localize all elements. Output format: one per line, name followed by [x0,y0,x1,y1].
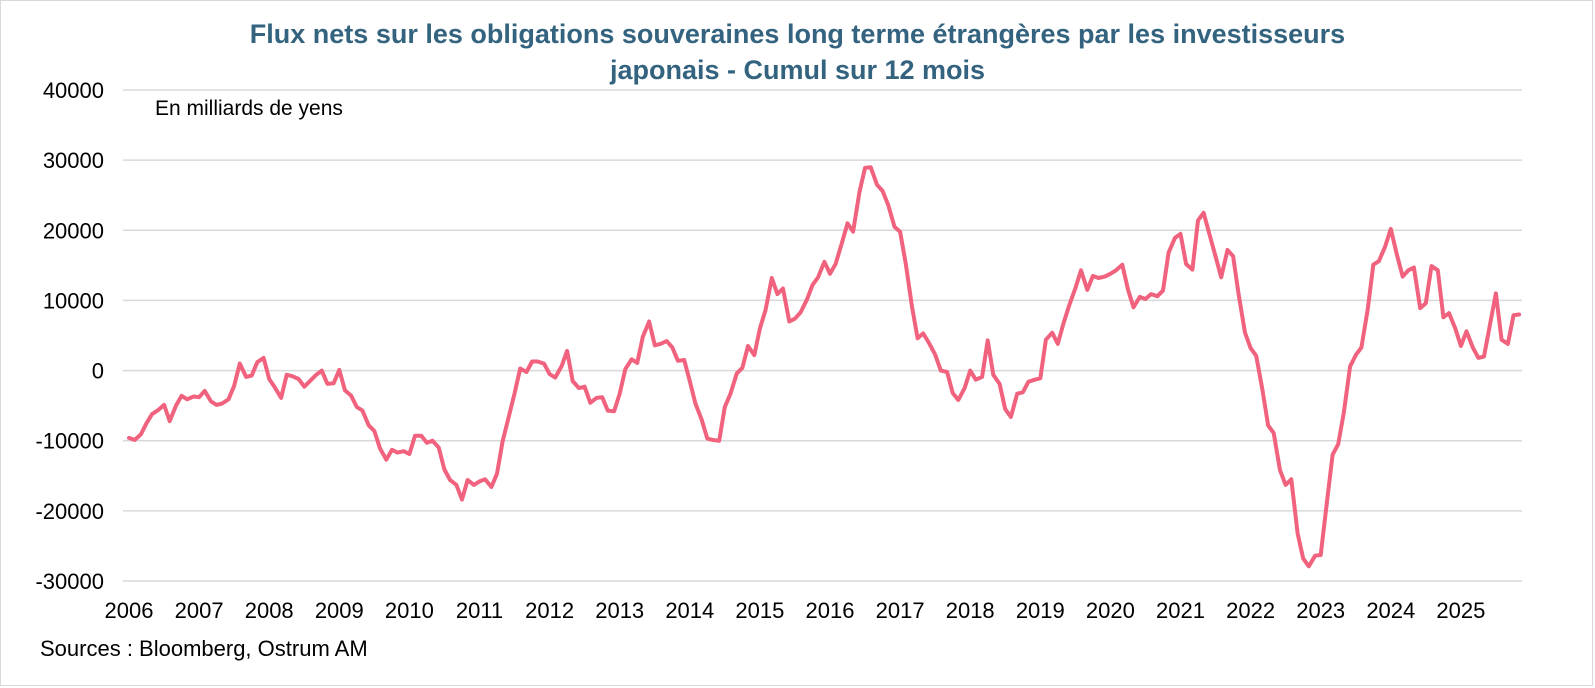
series-layer [127,165,1522,569]
x-tick-label: 2007 [175,598,224,623]
x-tick-label: 2008 [245,598,294,623]
y-tick-label: -10000 [35,429,104,454]
y-tick-label: -30000 [35,569,104,594]
x-tick-label: 2018 [946,598,995,623]
unit-label: En milliards de yens [155,97,343,120]
x-tick-label: 2019 [1016,598,1065,623]
y-tick-label: 20000 [43,218,104,243]
x-axis-ticks: 2006 2007 2008 2009 2010 2011 2012 2013 2014 2015… [105,598,1486,623]
x-tick-label: 2015 [735,598,784,623]
y-tick-label: -20000 [35,499,104,524]
sources-note: Sources : Bloomberg, Ostrum AM [40,636,368,661]
x-tick-label: 2016 [806,598,855,623]
series-line-0 [127,165,1522,569]
x-tick-label: 2025 [1436,598,1485,623]
x-tick-label: 2009 [315,598,364,623]
grid-lines [123,89,1522,582]
x-tick-label: 2006 [105,598,154,623]
x-tick-label: 2012 [525,598,574,623]
chart-title: Flux nets sur les obligations souveraine… [0,16,1595,88]
x-tick-label: 2010 [385,598,434,623]
y-tick-label: 30000 [43,148,104,173]
y-tick-label: 40000 [43,78,104,103]
x-tick-label: 2022 [1226,598,1275,623]
x-tick-label: 2020 [1086,598,1135,623]
chart-title-line-2: japonais - Cumul sur 12 mois [609,55,986,85]
y-axis-ticks: 40000 30000 20000 10000 0 -10000 -20000 -30000 [35,78,104,594]
y-tick-label: 0 [92,359,104,384]
x-tick-label: 2021 [1156,598,1205,623]
x-tick-label: 2024 [1366,598,1415,623]
x-tick-label: 2014 [665,598,714,623]
x-tick-label: 2011 [456,598,503,623]
y-tick-label: 10000 [43,288,104,313]
chart-title-line-1: Flux nets sur les obligations souveraine… [249,19,1346,49]
x-tick-label: 2013 [595,598,644,623]
x-tick-label: 2017 [876,598,925,623]
x-tick-label: 2023 [1296,598,1345,623]
